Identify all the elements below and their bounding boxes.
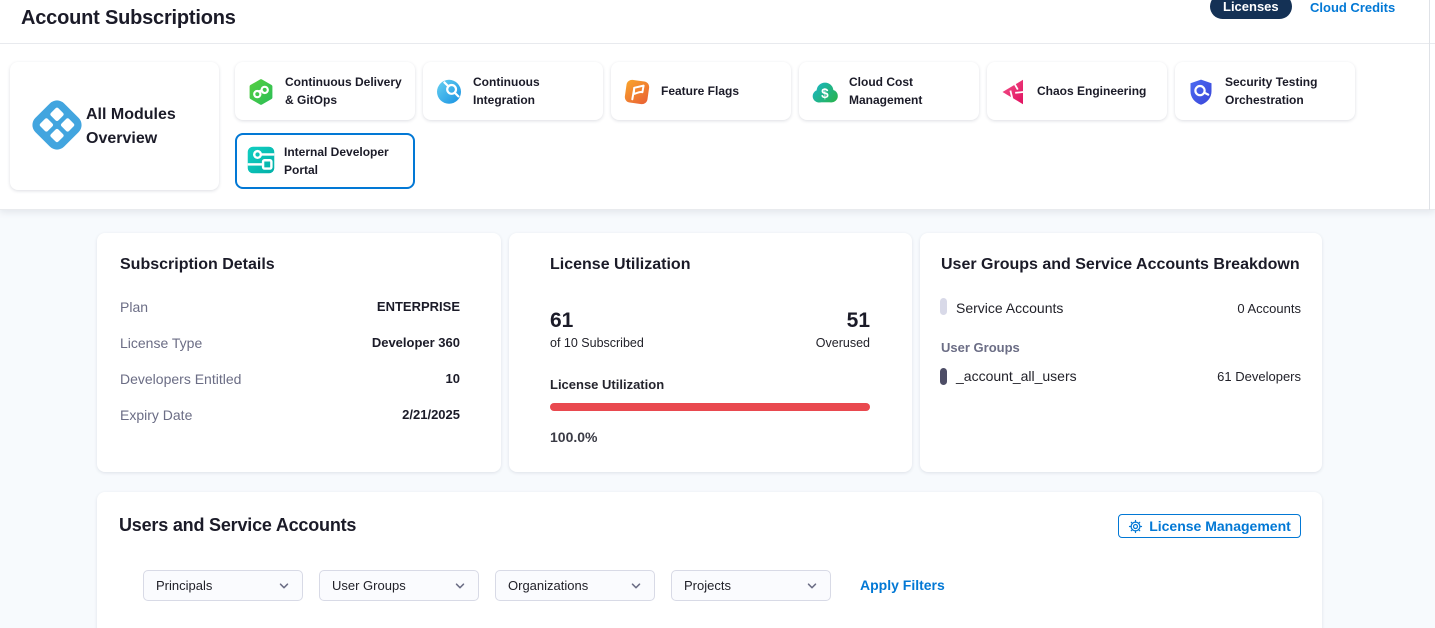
svg-text:$: $ — [821, 86, 829, 101]
